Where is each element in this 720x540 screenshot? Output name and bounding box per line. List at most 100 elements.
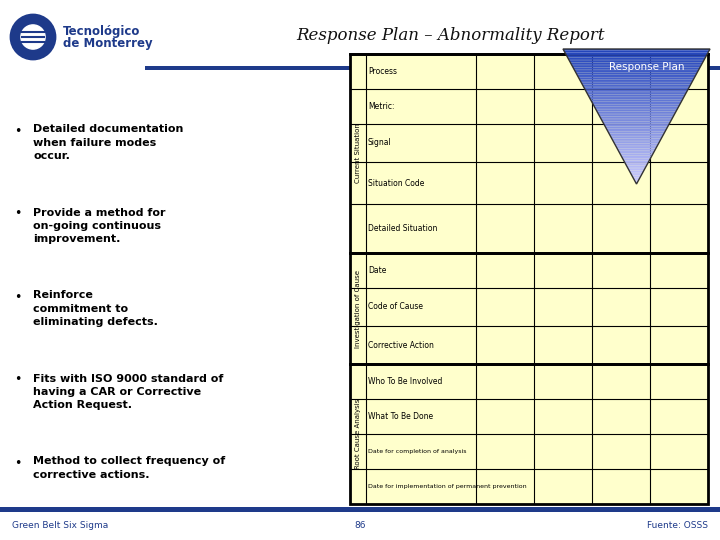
Polygon shape <box>611 137 662 138</box>
Polygon shape <box>603 123 670 125</box>
Polygon shape <box>606 129 667 130</box>
Polygon shape <box>595 108 678 110</box>
Text: Process: Process <box>368 67 397 76</box>
Polygon shape <box>609 133 664 135</box>
Text: •: • <box>14 456 22 469</box>
Polygon shape <box>580 81 693 83</box>
Polygon shape <box>581 83 692 84</box>
Polygon shape <box>613 140 660 142</box>
Text: •: • <box>14 125 22 138</box>
Text: What To Be Done: What To Be Done <box>368 413 433 421</box>
Polygon shape <box>612 138 661 140</box>
Polygon shape <box>571 64 702 66</box>
Polygon shape <box>577 76 696 78</box>
Polygon shape <box>566 54 707 56</box>
Polygon shape <box>616 145 657 147</box>
Polygon shape <box>617 148 656 150</box>
Polygon shape <box>593 105 680 106</box>
Text: Detailed documentation
when failure modes
occur.: Detailed documentation when failure mode… <box>33 125 184 161</box>
Polygon shape <box>634 180 639 183</box>
Text: Tecnológico: Tecnológico <box>63 25 140 38</box>
Polygon shape <box>620 153 653 156</box>
Polygon shape <box>633 177 640 179</box>
Text: Signal: Signal <box>368 138 392 147</box>
Polygon shape <box>564 51 709 52</box>
Polygon shape <box>588 94 685 96</box>
Polygon shape <box>598 113 675 115</box>
Polygon shape <box>627 167 646 169</box>
Bar <box>0 507 720 512</box>
Circle shape <box>11 15 55 59</box>
Polygon shape <box>574 69 699 71</box>
Polygon shape <box>603 122 670 123</box>
Text: Response Plan – Abnormality Report: Response Plan – Abnormality Report <box>296 28 604 44</box>
Polygon shape <box>582 84 690 86</box>
Polygon shape <box>570 61 703 63</box>
Polygon shape <box>622 157 651 159</box>
Polygon shape <box>599 115 674 117</box>
Polygon shape <box>631 174 642 176</box>
Polygon shape <box>636 183 637 184</box>
Polygon shape <box>567 56 706 57</box>
Polygon shape <box>626 165 647 167</box>
Polygon shape <box>594 106 679 108</box>
Polygon shape <box>586 91 687 93</box>
Polygon shape <box>623 159 650 160</box>
Polygon shape <box>619 152 654 153</box>
Polygon shape <box>629 169 645 171</box>
Polygon shape <box>630 172 643 174</box>
Polygon shape <box>579 78 694 79</box>
Polygon shape <box>634 179 639 180</box>
Polygon shape <box>618 150 655 152</box>
Polygon shape <box>613 142 660 144</box>
Text: Corrective Action: Corrective Action <box>368 341 434 350</box>
Text: 86: 86 <box>354 522 366 530</box>
Polygon shape <box>590 99 683 102</box>
Polygon shape <box>632 176 641 177</box>
Polygon shape <box>580 79 693 81</box>
Text: Provide a method for
on-going continuous
improvement.: Provide a method for on-going continuous… <box>33 207 166 244</box>
Text: Date for implementation of permanent prevention: Date for implementation of permanent pre… <box>368 484 526 489</box>
Polygon shape <box>573 68 700 69</box>
Polygon shape <box>600 118 672 120</box>
Polygon shape <box>626 164 647 165</box>
Polygon shape <box>564 52 708 54</box>
Circle shape <box>21 25 45 49</box>
Polygon shape <box>576 72 697 75</box>
Polygon shape <box>621 156 652 157</box>
Text: Root Cause Analysis: Root Cause Analysis <box>355 399 361 469</box>
Polygon shape <box>606 126 667 129</box>
Text: Metric:: Metric: <box>368 102 395 111</box>
Text: Date: Date <box>368 266 387 275</box>
Polygon shape <box>563 49 710 51</box>
Bar <box>350 54 708 504</box>
Text: Situation Code: Situation Code <box>368 179 424 187</box>
Text: Investigation of Cause: Investigation of Cause <box>355 269 361 348</box>
Polygon shape <box>585 90 688 91</box>
Text: Who To Be Involved: Who To Be Involved <box>368 377 442 387</box>
Polygon shape <box>567 57 706 59</box>
Polygon shape <box>614 144 659 145</box>
Text: Code of Cause: Code of Cause <box>368 302 423 312</box>
Text: Fits with ISO 9000 standard of
having a CAR or Corrective
Action Request.: Fits with ISO 9000 standard of having a … <box>33 374 223 410</box>
Text: de Monterrey: de Monterrey <box>63 37 153 50</box>
Polygon shape <box>593 103 680 105</box>
Polygon shape <box>610 135 663 137</box>
Text: Reinforce
commitment to
eliminating defects.: Reinforce commitment to eliminating defe… <box>33 291 158 327</box>
Text: Fuente: OSSS: Fuente: OSSS <box>647 522 708 530</box>
Text: Response Plan: Response Plan <box>608 62 684 72</box>
Polygon shape <box>575 71 698 72</box>
Polygon shape <box>569 59 704 61</box>
Text: Date for completion of analysis: Date for completion of analysis <box>368 449 467 454</box>
Polygon shape <box>590 98 683 99</box>
Text: Detailed Situation: Detailed Situation <box>368 224 437 233</box>
Polygon shape <box>604 125 669 126</box>
Polygon shape <box>608 132 665 133</box>
Polygon shape <box>624 160 649 162</box>
Polygon shape <box>624 162 649 164</box>
Polygon shape <box>629 171 644 172</box>
Text: Method to collect frequency of
corrective actions.: Method to collect frequency of correctiv… <box>33 456 225 480</box>
Bar <box>145 66 720 70</box>
Polygon shape <box>600 117 673 118</box>
Text: Current Situation: Current Situation <box>355 124 361 184</box>
